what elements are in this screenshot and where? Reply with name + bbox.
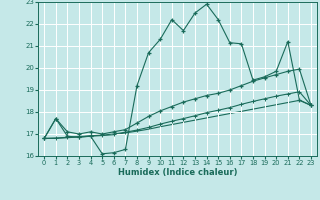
X-axis label: Humidex (Indice chaleur): Humidex (Indice chaleur)	[118, 168, 237, 177]
